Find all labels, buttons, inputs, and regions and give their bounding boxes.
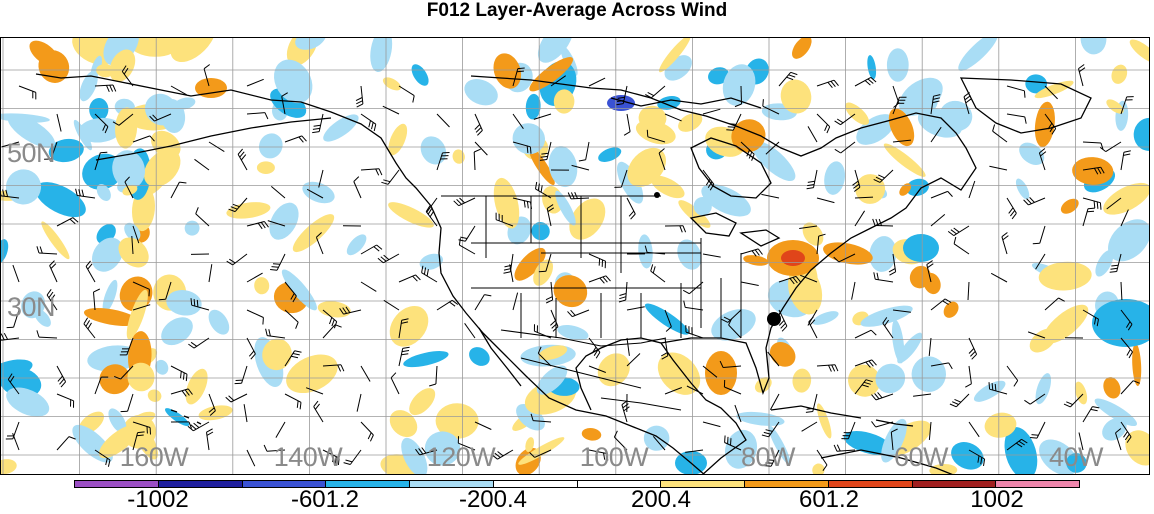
colorbar-label-neg601: -601.2 bbox=[291, 486, 359, 514]
colorbar-label-pos601: 601.2 bbox=[799, 486, 859, 514]
colorbar bbox=[74, 480, 1080, 488]
map-panel[interactable]: 50N 30N 160W 140W 120W 100W 80W 60W 40W bbox=[0, 37, 1150, 475]
lon-label-60w: 60W bbox=[894, 442, 948, 473]
lon-label-120w: 120W bbox=[427, 442, 496, 473]
lon-label-160w: 160W bbox=[120, 442, 189, 473]
map-title: F012 Layer-Average Across Wind bbox=[0, 0, 1154, 24]
location-marker bbox=[767, 312, 781, 326]
colorbar-label-neg200: -200.4 bbox=[459, 486, 527, 514]
colorbar-label-neg1002: -1002 bbox=[127, 486, 188, 514]
lon-label-140w: 140W bbox=[274, 442, 343, 473]
lon-label-80w: 80W bbox=[741, 442, 795, 473]
lat-label-50n: 50N bbox=[7, 138, 55, 169]
lat-label-30n: 30N bbox=[7, 292, 55, 323]
lon-label-40w: 40W bbox=[1049, 442, 1103, 473]
colorbar-label-pos1002: 1002 bbox=[970, 486, 1023, 514]
colorbar-label-pos200: 200.4 bbox=[631, 486, 691, 514]
map-canvas bbox=[1, 38, 1150, 475]
lon-label-100w: 100W bbox=[580, 442, 649, 473]
